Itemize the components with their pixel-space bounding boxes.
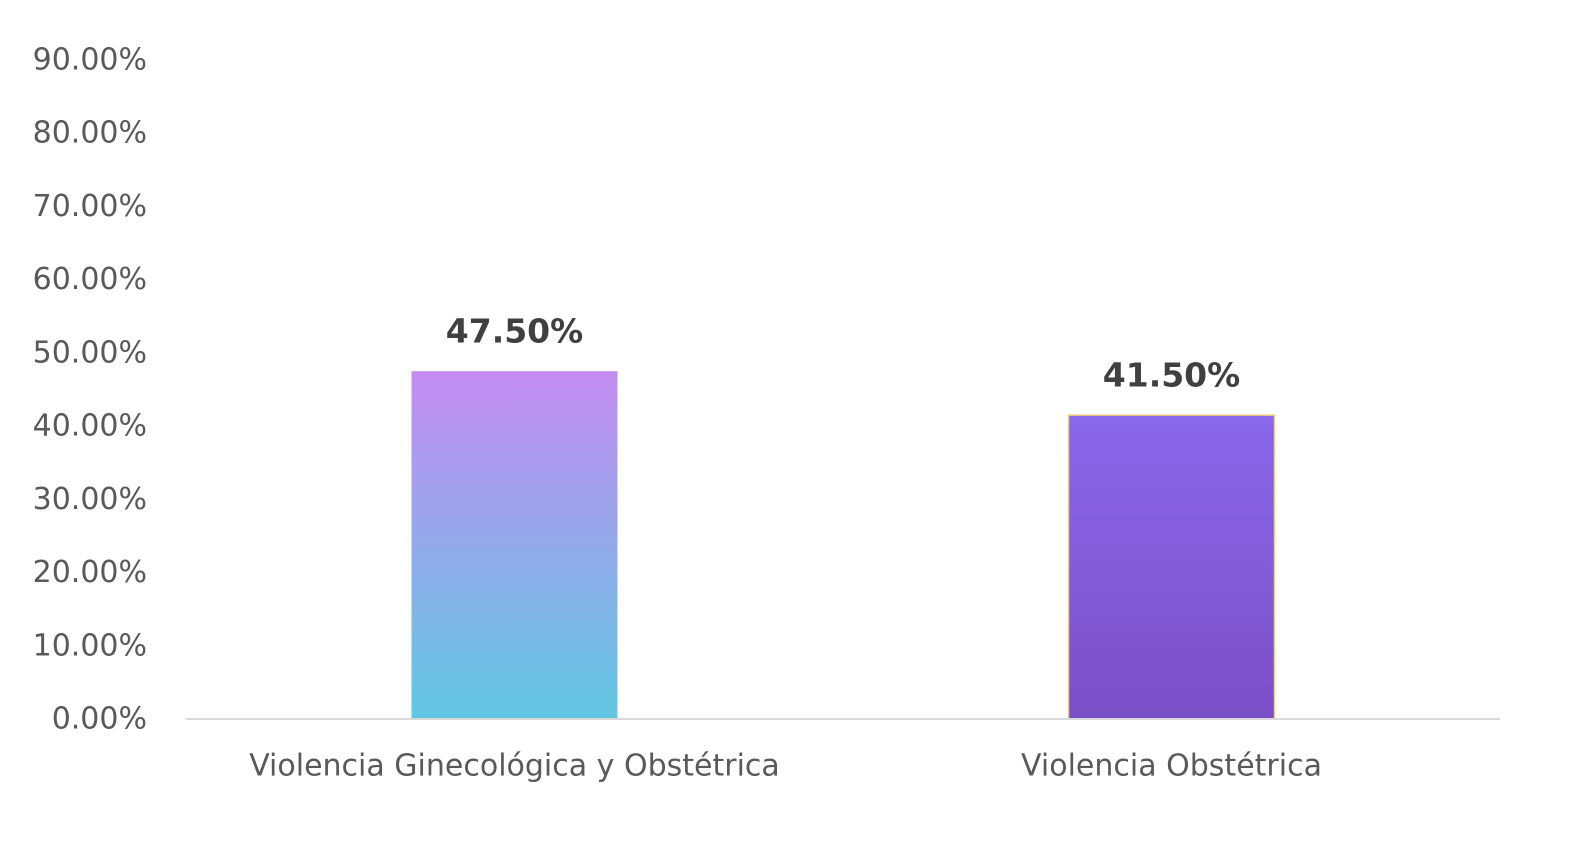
y-tick-label: 0.00%	[52, 702, 147, 737]
y-tick-label: 20.00%	[33, 555, 147, 590]
data-labels-group: 47.50% 41.50%	[446, 312, 1240, 395]
y-tick-label: 60.00%	[33, 262, 147, 297]
y-tick-label: 90.00%	[33, 43, 147, 78]
y-tick-label: 50.00%	[33, 335, 147, 370]
y-axis: 0.00% 10.00% 20.00% 30.00% 40.00% 50.00% 60.00…	[33, 43, 147, 737]
y-tick-label: 70.00%	[33, 189, 147, 224]
data-label-2: 41.50%	[1103, 356, 1240, 395]
bars-group	[411, 371, 1276, 720]
y-tick-label: 30.00%	[33, 482, 147, 517]
x-category-label: Violencia Obstétrica	[1021, 749, 1322, 784]
x-category-label: Violencia Ginecológica y Obstétrica	[249, 749, 780, 784]
data-label-1: 47.50%	[446, 312, 583, 351]
bar-1	[411, 371, 618, 719]
y-tick-label: 80.00%	[33, 116, 147, 151]
x-axis: Violencia Ginecológica y Obstétrica Viole…	[249, 749, 1322, 784]
y-tick-label: 40.00%	[33, 409, 147, 444]
bar-2	[1067, 414, 1276, 720]
y-tick-label: 10.00%	[33, 628, 147, 663]
